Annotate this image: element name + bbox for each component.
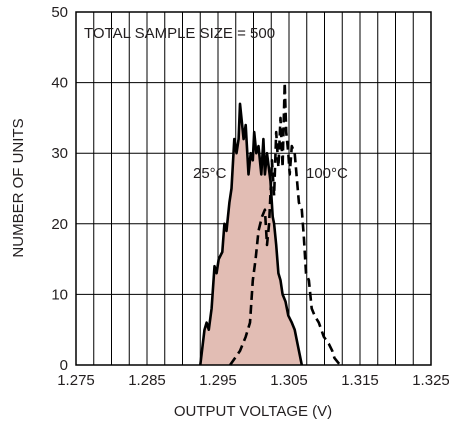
y-tick-label: 30	[51, 145, 68, 162]
x-tick-label: 1.275	[57, 372, 95, 389]
grid	[76, 12, 431, 365]
x-tick-label: 1.325	[412, 372, 449, 389]
x-tick-label: 1.315	[341, 372, 379, 389]
plot-frame	[75, 11, 432, 366]
y-tick-label: 10	[51, 286, 68, 303]
x-tick-label: 1.295	[199, 372, 237, 389]
series-label-100c: 100°C	[306, 165, 348, 182]
y-tick-label: 20	[51, 216, 68, 233]
y-tick-label: 50	[51, 4, 68, 21]
series-25c-fill	[200, 103, 302, 366]
series-label-25c: 25°C	[193, 165, 227, 182]
x-axis-title: OUTPUT VOLTAGE (V)	[174, 403, 332, 420]
series-100c-line	[229, 81, 342, 366]
annotation-sample-size: TOTAL SAMPLE SIZE = 500	[84, 25, 275, 42]
series-group	[199, 81, 342, 366]
x-tick-label: 1.305	[270, 372, 308, 389]
y-axis-title: NUMBER OF UNITS	[10, 118, 27, 257]
series-25c-line	[199, 102, 304, 366]
y-tick-label: 40	[51, 75, 68, 92]
x-tick-label: 1.285	[128, 372, 166, 389]
tick-labels: 1.275 1.285 1.295 1.305 1.315 1.325 0 10 20 30 40 5…	[51, 4, 449, 389]
y-tick-label: 0	[60, 357, 68, 374]
